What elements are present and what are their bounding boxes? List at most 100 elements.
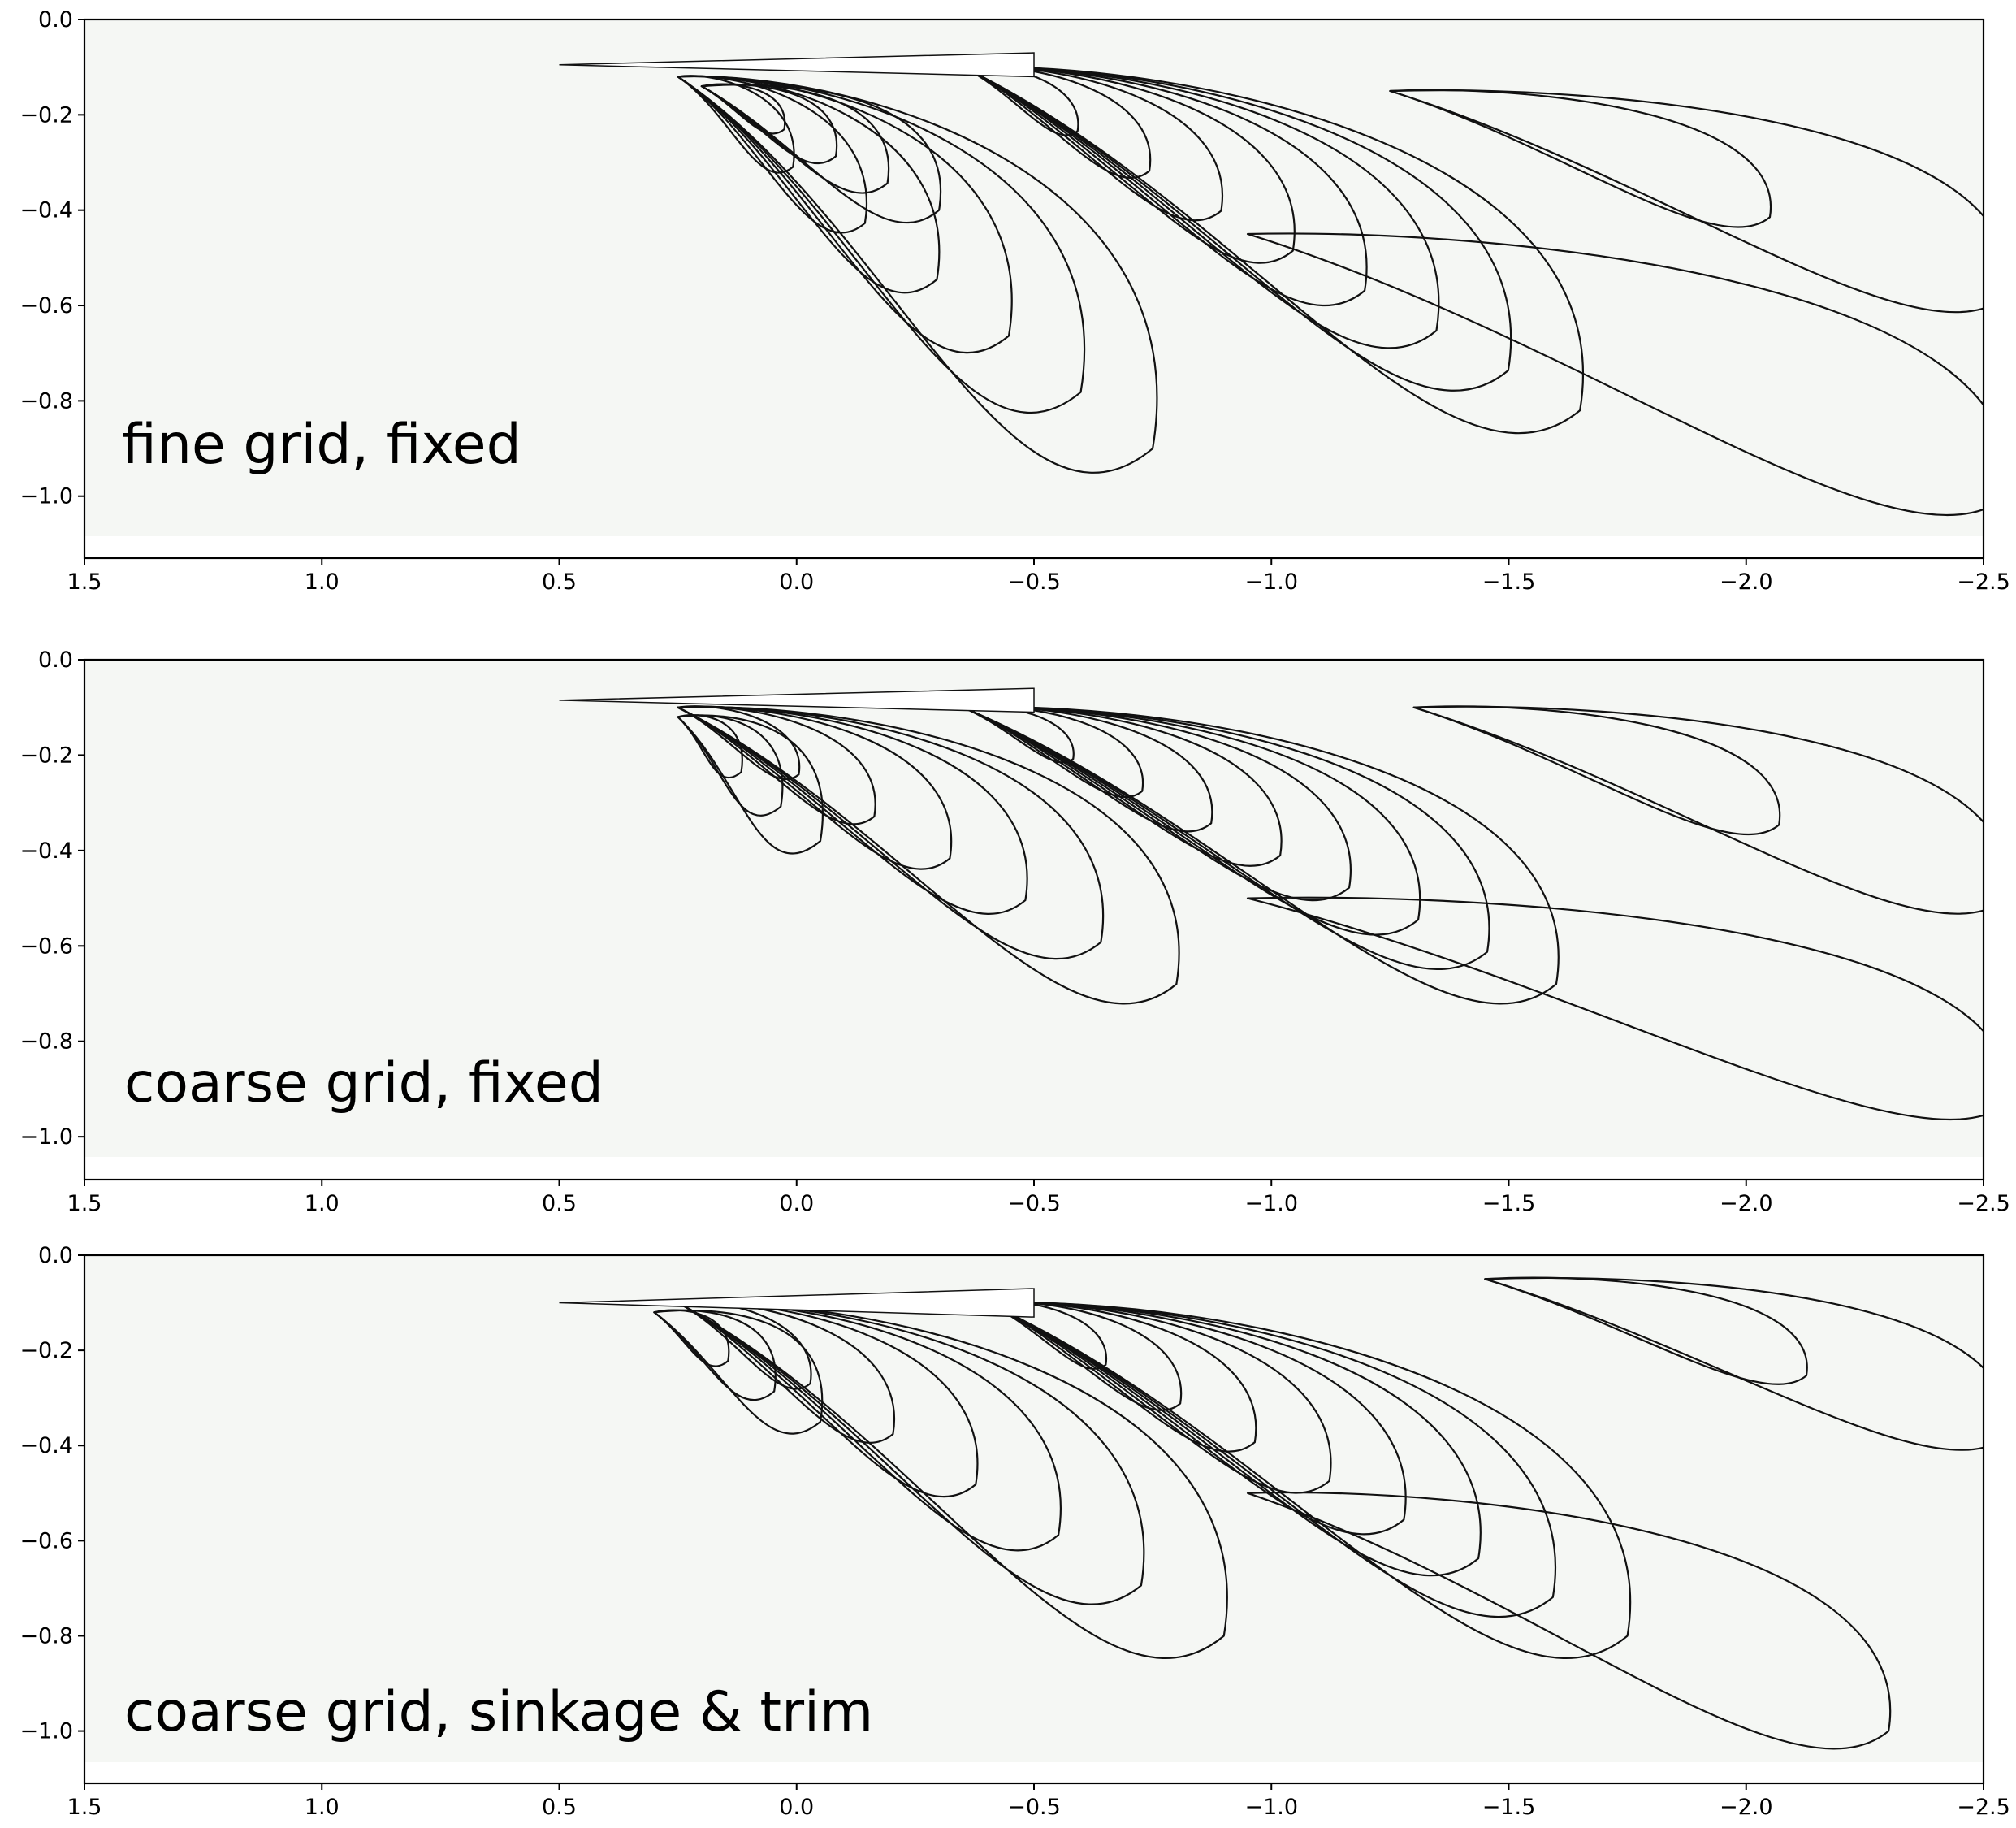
contour-trough-1-level-0 <box>677 706 1180 1005</box>
panel-title: coarse grid, sinkage & trim <box>124 1680 873 1744</box>
contour-crest-2-level-5 <box>962 65 1224 222</box>
y-tick-label: −0.4 <box>19 1433 73 1458</box>
contour-trough-1-level-1 <box>677 75 1086 414</box>
y-tick-label: −1.0 <box>19 1124 73 1150</box>
contour-trough-1-level-2 <box>677 1301 1062 1552</box>
contour-trough-3-level-1 <box>1484 1276 1808 1385</box>
axis-ticks: 1.5 1.0 0.5 0.0 −0.5 −1.0 −1.5 −2.0 −2.5 0.0 −0.2 −… <box>19 1243 2010 1820</box>
contour-trough-3-level-0 <box>1484 1276 1984 1451</box>
contour-trough-1-level-2 <box>677 75 1013 354</box>
contour-trough-3-level-0 <box>1412 705 1984 915</box>
x-tick-label: 1.0 <box>305 1795 340 1820</box>
contour-crest-0-level-1 <box>677 714 784 817</box>
x-tick-label: −1.5 <box>1482 570 1536 595</box>
contour-crest-4-level-0 <box>1246 1492 1892 1750</box>
contour-crest-0-level-0 <box>653 1309 824 1435</box>
contour-trough-1-level-5 <box>677 705 801 781</box>
x-tick-label: −1.0 <box>1244 1191 1298 1216</box>
x-tick-label: 1.5 <box>67 570 102 595</box>
panel-title: coarse grid, fixed <box>124 1051 604 1115</box>
contour-crest-2-level-3 <box>962 705 1352 902</box>
contour-trough-1-level-4 <box>677 75 867 234</box>
contour-field <box>84 19 1984 536</box>
y-tick-label: −0.8 <box>19 388 73 414</box>
contour-trough-1-level-4 <box>677 1301 896 1444</box>
y-tick-label: 0.0 <box>38 7 73 32</box>
contour-trough-3-level-0 <box>1389 89 1984 314</box>
axis-ticks: 1.5 1.0 0.5 0.0 −0.5 −1.0 −1.5 −2.0 −2.5 0.0 −0.2 −… <box>19 648 2010 1216</box>
x-tick-label: 1.5 <box>67 1191 102 1216</box>
contour-field <box>84 1255 1984 1762</box>
panel-title: fine grid, fixed <box>122 413 521 477</box>
contour-crest-2-level-6 <box>962 65 1152 179</box>
x-tick-label: −1.0 <box>1244 570 1298 595</box>
x-tick-label: −2.0 <box>1720 570 1773 595</box>
x-tick-label: 0.0 <box>779 570 814 595</box>
contour-crest-2-level-4 <box>962 65 1296 264</box>
y-tick-label: −1.0 <box>19 484 73 509</box>
contour-crest-0-level-2 <box>653 1309 730 1367</box>
contour-trough-1-level-4 <box>677 705 876 825</box>
panel-fine-grid-fixed: 1.5 1.0 0.5 0.0 −0.5 −1.0 −1.5 −2.0 −2.5 0.0 −0.2 −… <box>19 7 2010 595</box>
y-tick-label: −0.2 <box>19 102 73 128</box>
y-tick-label: −0.6 <box>19 933 73 959</box>
contour-crest-2-level-5 <box>962 705 1213 833</box>
x-tick-label: −0.5 <box>1007 1795 1061 1820</box>
y-tick-label: −1.0 <box>19 1719 73 1744</box>
y-tick-label: −0.6 <box>19 293 73 318</box>
contour-crest-0-level-3 <box>700 83 786 135</box>
hull-region <box>559 687 1035 713</box>
contour-trough-1-level-5 <box>677 75 795 174</box>
contour-crest-2-level-6 <box>985 1301 1183 1411</box>
x-tick-label: 0.5 <box>542 1191 577 1216</box>
contour-crest-2-level-2 <box>962 66 1440 349</box>
x-tick-label: 0.0 <box>779 1191 814 1216</box>
contour-trough-1-level-0 <box>677 1302 1228 1659</box>
x-tick-label: −2.5 <box>1957 1191 2010 1216</box>
contour-crest-2-level-4 <box>985 1301 1332 1494</box>
x-tick-label: −2.5 <box>1957 1795 2010 1820</box>
contour-crest-4-level-0 <box>1246 896 1984 1121</box>
y-tick-label: −0.2 <box>19 1338 73 1363</box>
contour-trough-3-level-1 <box>1412 705 1781 835</box>
hull-region <box>559 1288 1035 1318</box>
contour-crest-0-level-0 <box>677 714 824 855</box>
x-tick-label: 0.5 <box>542 1795 577 1820</box>
x-tick-label: 1.0 <box>305 570 340 595</box>
contour-trough-1-level-1 <box>677 706 1104 960</box>
x-tick-label: −2.5 <box>1957 570 2010 595</box>
contour-crest-0-level-2 <box>677 714 743 779</box>
contour-crest-4-level-0 <box>1246 232 1984 517</box>
contour-crest-2-level-2 <box>962 705 1421 936</box>
x-tick-label: −0.5 <box>1007 1191 1061 1216</box>
x-tick-label: −2.0 <box>1720 1191 1773 1216</box>
x-tick-label: −1.0 <box>1244 1795 1298 1820</box>
contour-trough-1-level-3 <box>677 1301 979 1497</box>
contour-trough-1-level-3 <box>677 75 941 294</box>
panel-coarse-grid-sinkage-trim: 1.5 1.0 0.5 0.0 −0.5 −1.0 −1.5 −2.0 −2.5 0.0 −0.2 −… <box>19 1243 2010 1820</box>
x-tick-label: 1.5 <box>67 1795 102 1820</box>
contour-field <box>84 660 1984 1157</box>
contour-trough-1-level-0 <box>677 75 1158 474</box>
contour-crest-2-level-0 <box>962 66 1584 435</box>
y-tick-label: −0.4 <box>19 198 73 223</box>
x-tick-label: 1.0 <box>305 1191 340 1216</box>
x-tick-label: −2.0 <box>1720 1795 1773 1820</box>
field-background <box>84 1255 1984 1762</box>
contour-crest-2-level-1 <box>962 706 1490 970</box>
contour-crest-2-level-2 <box>985 1301 1482 1577</box>
x-tick-label: −1.5 <box>1482 1795 1536 1820</box>
contour-trough-1-level-2 <box>677 705 1028 915</box>
contour-crest-2-level-0 <box>962 706 1560 1005</box>
x-tick-label: 0.0 <box>779 1795 814 1820</box>
contour-crest-2-level-4 <box>962 705 1283 867</box>
y-tick-label: −0.8 <box>19 1029 73 1055</box>
contour-crest-2-level-1 <box>962 66 1512 392</box>
y-tick-label: −0.2 <box>19 743 73 768</box>
x-tick-label: −1.5 <box>1482 1191 1536 1216</box>
axis-ticks: 1.5 1.0 0.5 0.0 −0.5 −1.0 −1.5 −2.0 −2.5 0.0 −0.2 −… <box>19 7 2010 595</box>
y-tick-label: −0.4 <box>19 838 73 864</box>
contour-trough-1-level-3 <box>677 705 953 870</box>
contour-crest-2-level-0 <box>985 1302 1631 1659</box>
